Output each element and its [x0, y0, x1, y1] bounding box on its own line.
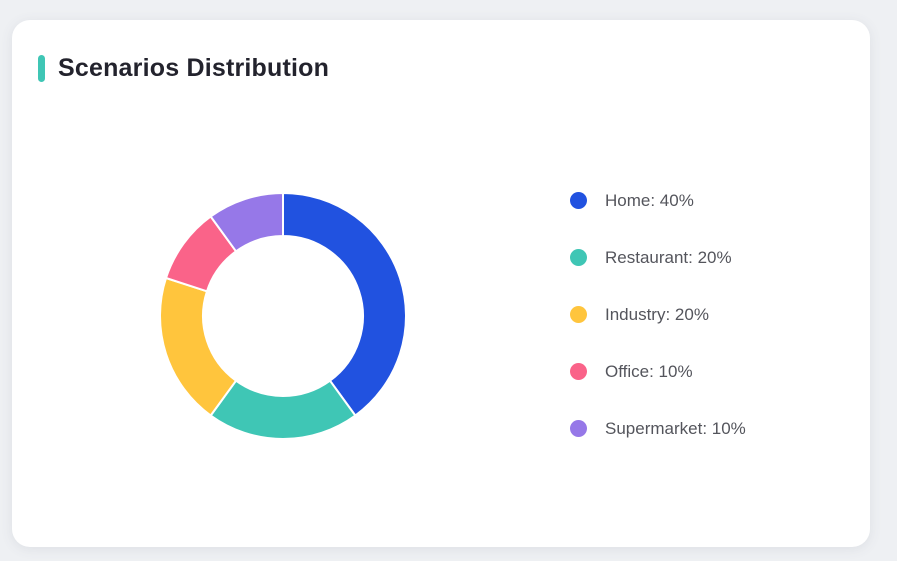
legend-item-supermarket[interactable]: Supermarket: 10% [570, 400, 746, 457]
donut-slice-supermarket[interactable] [209, 192, 284, 253]
legend-label: Home: 40% [605, 190, 694, 210]
donut-slice-restaurant[interactable] [209, 379, 357, 440]
legend-dot-office [570, 363, 587, 380]
legend-label: Office: 10% [605, 361, 693, 381]
card-title: Scenarios Distribution [58, 54, 330, 82]
donut-slice-industry[interactable] [159, 276, 238, 417]
donut-chart [158, 191, 408, 441]
legend-item-home[interactable]: Home: 40% [570, 172, 746, 229]
legend-dot-home [570, 192, 587, 209]
title-accent-bar [38, 55, 45, 82]
chart-legend: Home: 40% Restaurant: 20% Industry: 20% Off… [570, 172, 746, 457]
legend-dot-industry [570, 306, 587, 323]
card-header: Scenarios Distribution [38, 54, 329, 83]
legend-item-industry[interactable]: Industry: 20% [570, 286, 746, 343]
legend-item-office[interactable]: Office: 10% [570, 343, 746, 400]
scenarios-distribution-card: Scenarios Distribution Home: 40% Restaura… [12, 20, 870, 547]
legend-dot-supermarket [570, 420, 587, 437]
legend-label: Supermarket: 10% [605, 418, 746, 438]
legend-label: Restaurant: 20% [605, 247, 732, 267]
legend-label: Industry: 20% [605, 304, 709, 324]
donut-chart-svg [159, 192, 407, 440]
legend-item-restaurant[interactable]: Restaurant: 20% [570, 229, 746, 286]
donut-slice-home[interactable] [282, 192, 407, 417]
legend-dot-restaurant [570, 249, 587, 266]
